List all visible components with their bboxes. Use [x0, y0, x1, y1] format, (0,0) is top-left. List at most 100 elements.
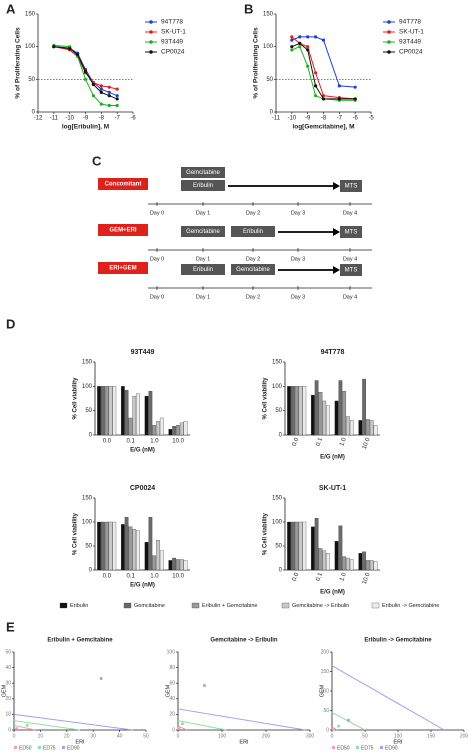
x-tick-label: 50	[362, 733, 368, 739]
legend-swatch	[191, 602, 200, 609]
readout-box	[340, 180, 362, 192]
y-axis-label: % Cell viability	[263, 512, 269, 555]
data-point	[68, 47, 72, 51]
bar	[349, 420, 354, 436]
bar	[346, 416, 350, 436]
isobole	[177, 708, 306, 731]
x-tick-label: 200	[262, 733, 271, 739]
y-tick-label: 30	[5, 681, 11, 687]
series-line	[53, 46, 118, 90]
data-point	[115, 94, 119, 98]
legend-label: CP0024	[161, 49, 185, 56]
y-tick-label: 150	[272, 496, 283, 502]
panel-label: E	[6, 619, 15, 634]
treatment-box	[181, 264, 225, 275]
legend-label: ED90	[385, 745, 398, 751]
x-tick-label: -12	[34, 116, 43, 122]
y-tick-label: 100	[263, 44, 274, 50]
x-tick-label: -6	[130, 116, 136, 122]
treatment-label: Eribulin	[193, 267, 213, 273]
y-tick-label: 100	[321, 688, 330, 694]
bar	[358, 553, 363, 571]
legend-label: ED50	[19, 745, 32, 751]
y-tick-label: 60	[169, 681, 175, 687]
legend-label: CP0024	[399, 49, 423, 56]
data-point	[313, 71, 318, 75]
day-label: Day 0	[150, 256, 164, 262]
data-point	[115, 97, 119, 101]
bar	[120, 524, 125, 571]
x-tick-label: 150	[427, 733, 436, 739]
panel-title: 93T449	[131, 349, 155, 356]
panel-label: D	[6, 316, 15, 331]
day-label: Day 3	[291, 294, 305, 300]
y-tick-label: 0	[279, 568, 283, 574]
readout-label: MTS	[345, 184, 358, 190]
data-point	[290, 48, 294, 52]
y-tick-label: 100	[82, 384, 93, 390]
data-point	[115, 103, 119, 108]
day-label: Day 0	[150, 210, 164, 216]
x-tick-label: 10.0	[172, 574, 184, 580]
x-tick-label: 0.0	[103, 439, 112, 445]
legend-swatch	[38, 746, 41, 749]
x-axis-label: log[Eribulin], M	[62, 124, 109, 131]
bar	[120, 386, 125, 436]
data-point	[107, 90, 111, 94]
y-tick-label: 150	[263, 12, 274, 18]
data-point	[306, 64, 310, 68]
y-tick-label: 0	[89, 568, 93, 574]
panel-title: Eribulin -> Gemcitabine	[364, 638, 432, 644]
day-label: Day 4	[343, 294, 357, 300]
bar	[326, 553, 330, 571]
legend-swatch	[14, 746, 17, 749]
data-point	[337, 97, 341, 101]
bar	[302, 386, 307, 436]
data-point	[75, 52, 80, 57]
y-axis-label: GEM	[319, 684, 325, 697]
data-point	[313, 84, 318, 88]
y-tick-label: 0	[270, 110, 274, 116]
x-axis-label: ERI	[239, 739, 249, 745]
y-tick-label: 50	[5, 649, 11, 655]
y-tick-label: 50	[323, 708, 329, 714]
y-tick-label: 200	[321, 649, 330, 655]
x-tick-label: 100	[218, 733, 227, 739]
readout-box	[340, 264, 362, 276]
bar	[112, 521, 117, 571]
bar	[168, 429, 173, 436]
panel-title: SK-UT-1	[319, 485, 346, 492]
bar	[159, 550, 164, 571]
bar	[156, 540, 160, 571]
x-tick-label: -11	[272, 116, 281, 122]
y-tick-label: 150	[272, 360, 283, 366]
bar	[183, 421, 188, 436]
arrow-head	[333, 266, 340, 274]
day-label: Day 1	[196, 210, 210, 216]
x-tick-label: -9	[305, 116, 311, 122]
y-tick-label: 50	[275, 544, 282, 550]
x-tick-label: -6	[352, 116, 358, 122]
legend-label: Eribulin + Gemcitabine	[202, 603, 258, 609]
arrow-head	[333, 228, 340, 236]
combination-point	[177, 726, 181, 730]
data-point	[83, 69, 88, 74]
legend-marker	[149, 20, 153, 24]
readout-box	[340, 226, 362, 238]
bar	[334, 541, 339, 571]
bar	[152, 555, 157, 571]
bar	[314, 380, 319, 436]
bar	[136, 530, 140, 571]
x-tick-label: 50	[143, 733, 149, 739]
combination-point	[15, 726, 19, 730]
legend-label: 94T778	[399, 19, 421, 26]
x-tick-label: 0.1	[315, 572, 324, 583]
data-point	[99, 87, 103, 91]
y-axis-label: GEM	[1, 684, 7, 697]
bar	[101, 521, 105, 571]
bar	[326, 405, 330, 436]
y-tick-label: 50	[266, 77, 273, 83]
x-tick-label: -7	[114, 116, 120, 122]
treatment-box	[231, 264, 275, 275]
